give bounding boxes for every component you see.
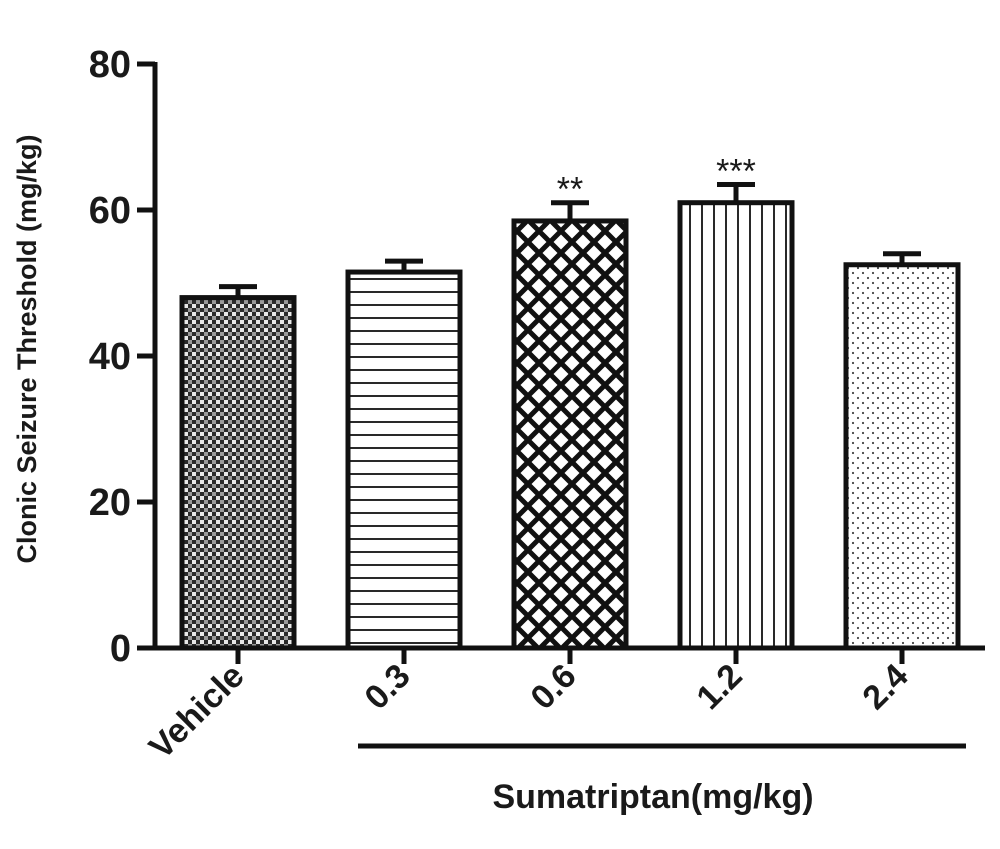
significance-label: ** [557,171,583,209]
bar [345,269,463,651]
x-tick-label: 2.4 [855,657,915,717]
bar-group-2: 0.6 ** [511,171,629,717]
bar [677,200,795,651]
bar [511,218,629,651]
x-tick-label: 0.3 [357,657,417,717]
y-tick-label: 60 [89,190,131,232]
bars-group: Vehicle 0.3 0.6 ** 1.2 *** 2.4 [142,152,961,767]
bar [843,262,961,651]
bar-group-0: Vehicle [142,284,297,767]
x-tick-label: 1.2 [689,657,749,717]
bar [179,295,297,651]
y-tick-label: 20 [89,482,131,524]
bar-group-3: 1.2 *** [677,152,795,717]
x-tick-label: Vehicle [142,657,252,767]
significance-label: *** [716,152,756,190]
y-tick-label: 80 [89,44,131,86]
x-tick-label: 0.6 [523,657,583,717]
bar-group-4: 2.4 [843,251,961,717]
x-axis-title: Sumatriptan(mg/kg) [492,778,813,816]
bar-group-1: 0.3 [345,258,463,717]
y-axis-title: Clonic Seizure Threshold (mg/kg) [12,134,42,563]
y-axis: 0 20 40 60 80 [89,44,158,670]
y-tick-label: 0 [110,628,131,670]
y-tick-label: 40 [89,336,131,378]
